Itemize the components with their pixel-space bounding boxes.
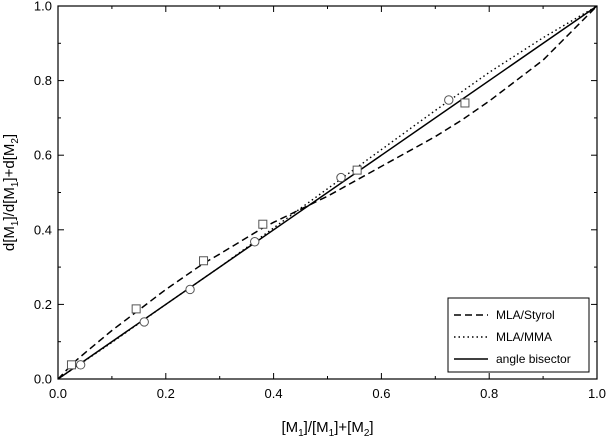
circle-marker — [250, 237, 260, 247]
x-axis-title: [M1]/[M1]+[M2] — [281, 419, 373, 439]
axes: 0.0 0.2 0.4 0.6 0.8 1.0 0.0 0.2 0.4 0.6 0.8 1.0 — [34, 0, 606, 401]
square-marker — [460, 98, 470, 108]
y-tick-label: 0.4 — [34, 222, 52, 237]
legend-label: MLA/Styrol — [496, 308, 555, 322]
series-line-mla-styrol — [57, 5, 598, 380]
legend-label: angle bisector — [496, 352, 571, 366]
circle-marker — [336, 172, 346, 183]
series-line-angle-bisector — [57, 5, 598, 380]
square-marker — [258, 219, 268, 229]
x-tick-label: 0.2 — [157, 386, 175, 401]
x-tick-label: 0.8 — [480, 386, 498, 401]
x-tick-label: 1.0 — [588, 386, 606, 401]
circle-marker — [139, 317, 149, 327]
series-lines — [57, 5, 598, 380]
x-tick-label: 0.0 — [49, 386, 67, 401]
legend: MLA/Styrol MLA/MMA angle bisector — [447, 297, 590, 373]
y-tick-label: 0.8 — [34, 73, 52, 88]
square-marker — [131, 304, 141, 314]
square-marker — [66, 360, 76, 370]
y-tick-label: 0.0 — [34, 372, 52, 387]
legend-label: MLA/MMA — [496, 330, 552, 344]
square-marker — [199, 256, 209, 266]
square-marker — [352, 165, 362, 175]
x-tick-label: 0.6 — [372, 386, 390, 401]
y-tick-label: 0.2 — [34, 297, 52, 312]
y-tick-label: 1.0 — [34, 0, 52, 14]
circle-marker — [75, 360, 86, 370]
circle-marker — [444, 95, 454, 105]
x-tick-label: 0.4 — [265, 386, 283, 401]
y-tick-label: 0.6 — [34, 148, 52, 163]
circle-marker — [185, 284, 195, 295]
y-axis-title: d[M1]/d[M1]+d[M2] — [1, 134, 21, 251]
data-markers — [66, 95, 470, 370]
